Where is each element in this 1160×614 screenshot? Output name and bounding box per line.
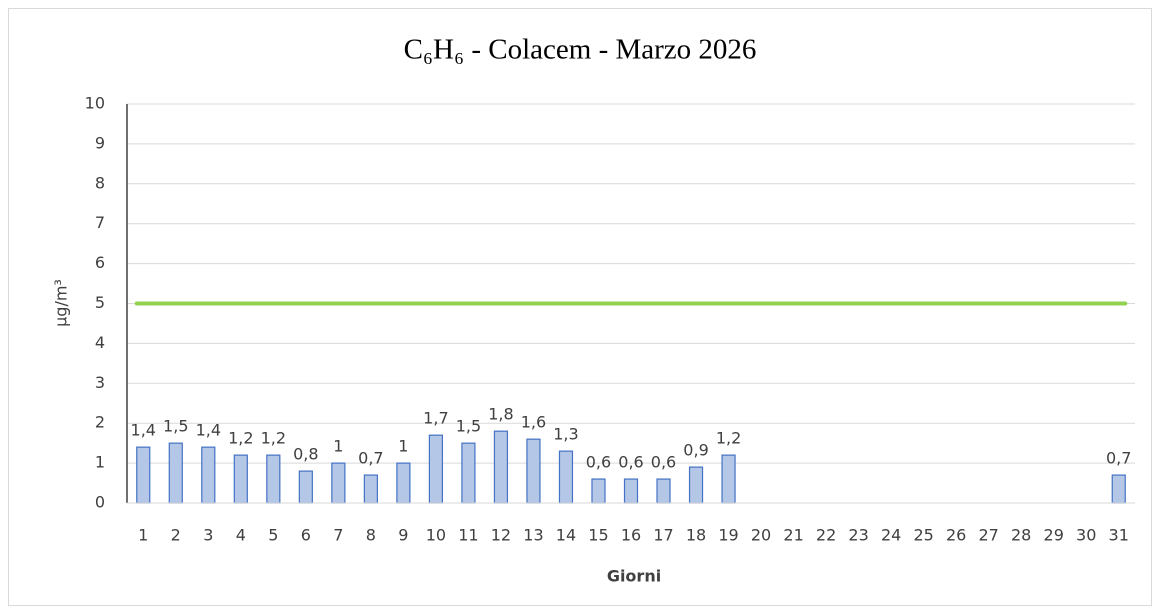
data-label: 1,8 <box>488 405 513 424</box>
x-tick-label: 5 <box>268 526 278 545</box>
bar <box>688 466 704 504</box>
x-tick-label: 18 <box>686 526 706 545</box>
bar <box>201 446 216 504</box>
bar <box>526 438 541 504</box>
x-tick-label: 26 <box>946 526 966 545</box>
y-axis-label: µg/m³ <box>52 279 71 327</box>
x-tick-label: 6 <box>301 526 311 545</box>
x-tick-label: 31 <box>1109 526 1129 545</box>
x-tick-label: 11 <box>458 526 478 545</box>
x-tick-label: 15 <box>588 526 608 545</box>
x-tick-label: 16 <box>621 526 641 545</box>
data-label: 1,2 <box>261 429 286 448</box>
data-label: 1,7 <box>423 409 448 428</box>
bar <box>396 462 411 504</box>
data-label: 0,8 <box>293 445 318 464</box>
x-tick-label: 17 <box>653 526 673 545</box>
y-tick-label: 9 <box>95 133 105 152</box>
bar <box>721 454 736 504</box>
x-tick-label: 28 <box>1011 526 1031 545</box>
bar <box>493 430 509 504</box>
chart-frame <box>8 8 1152 606</box>
data-label: 1,2 <box>716 429 741 448</box>
bar <box>461 442 476 504</box>
bar <box>233 454 248 504</box>
x-tick-label: 21 <box>783 526 803 545</box>
x-tick-label: 7 <box>333 526 343 545</box>
data-label: 0,7 <box>358 449 383 468</box>
bar <box>363 474 378 504</box>
x-axis-label: Giorni <box>607 567 661 586</box>
data-label: 1,5 <box>163 417 188 436</box>
y-tick-label: 5 <box>95 293 105 312</box>
x-tick-label: 22 <box>816 526 836 545</box>
y-tick-label: 0 <box>95 493 105 512</box>
bar <box>1111 474 1126 504</box>
x-tick-label: 20 <box>751 526 771 545</box>
data-label: 0,6 <box>651 453 676 472</box>
data-label: 0,9 <box>683 441 708 460</box>
data-label: 1,5 <box>456 417 481 436</box>
x-tick-label: 4 <box>236 526 246 545</box>
data-label: 1 <box>398 437 408 456</box>
data-label: 1,3 <box>553 425 578 444</box>
x-tick-label: 8 <box>366 526 376 545</box>
y-tick-label: 3 <box>95 373 105 392</box>
data-label: 0,7 <box>1106 449 1131 468</box>
x-tick-label: 23 <box>848 526 868 545</box>
x-tick-label: 19 <box>718 526 738 545</box>
bar <box>591 478 606 504</box>
chart-title: C₆H₆ - Colacem - Marzo 2026 <box>404 34 757 66</box>
bar <box>168 442 183 504</box>
bar <box>136 446 151 504</box>
x-tick-label: 13 <box>523 526 543 545</box>
bar <box>331 462 346 504</box>
x-tick-label: 30 <box>1076 526 1096 545</box>
x-tick-label: 2 <box>171 526 181 545</box>
y-tick-label: 1 <box>95 453 105 472</box>
x-tick-label: 27 <box>978 526 998 545</box>
x-tick-label: 29 <box>1044 526 1064 545</box>
data-label: 0,6 <box>586 453 611 472</box>
bar <box>656 478 671 504</box>
bar <box>623 478 639 504</box>
bar <box>558 450 574 504</box>
y-tick-label: 4 <box>95 333 105 352</box>
bar <box>266 454 281 504</box>
data-label: 1,2 <box>228 429 253 448</box>
x-tick-label: 25 <box>913 526 933 545</box>
data-label: 1,4 <box>131 421 156 440</box>
x-tick-label: 10 <box>426 526 446 545</box>
x-tick-label: 12 <box>491 526 511 545</box>
data-label: 1 <box>333 437 343 456</box>
data-label: 0,6 <box>618 453 643 472</box>
x-tick-label: 14 <box>556 526 576 545</box>
x-tick-label: 1 <box>138 526 148 545</box>
data-label: 1,6 <box>521 413 546 432</box>
y-tick-label: 8 <box>95 173 105 192</box>
y-tick-label: 7 <box>95 213 105 232</box>
y-tick-label: 2 <box>95 413 105 432</box>
data-label: 1,4 <box>196 421 221 440</box>
bar <box>298 470 313 504</box>
y-tick-label: 6 <box>95 253 105 272</box>
x-tick-label: 9 <box>398 526 408 545</box>
y-tick-label: 10 <box>85 94 105 113</box>
x-tick-label: 3 <box>203 526 213 545</box>
bar <box>428 434 444 504</box>
x-tick-label: 24 <box>881 526 901 545</box>
